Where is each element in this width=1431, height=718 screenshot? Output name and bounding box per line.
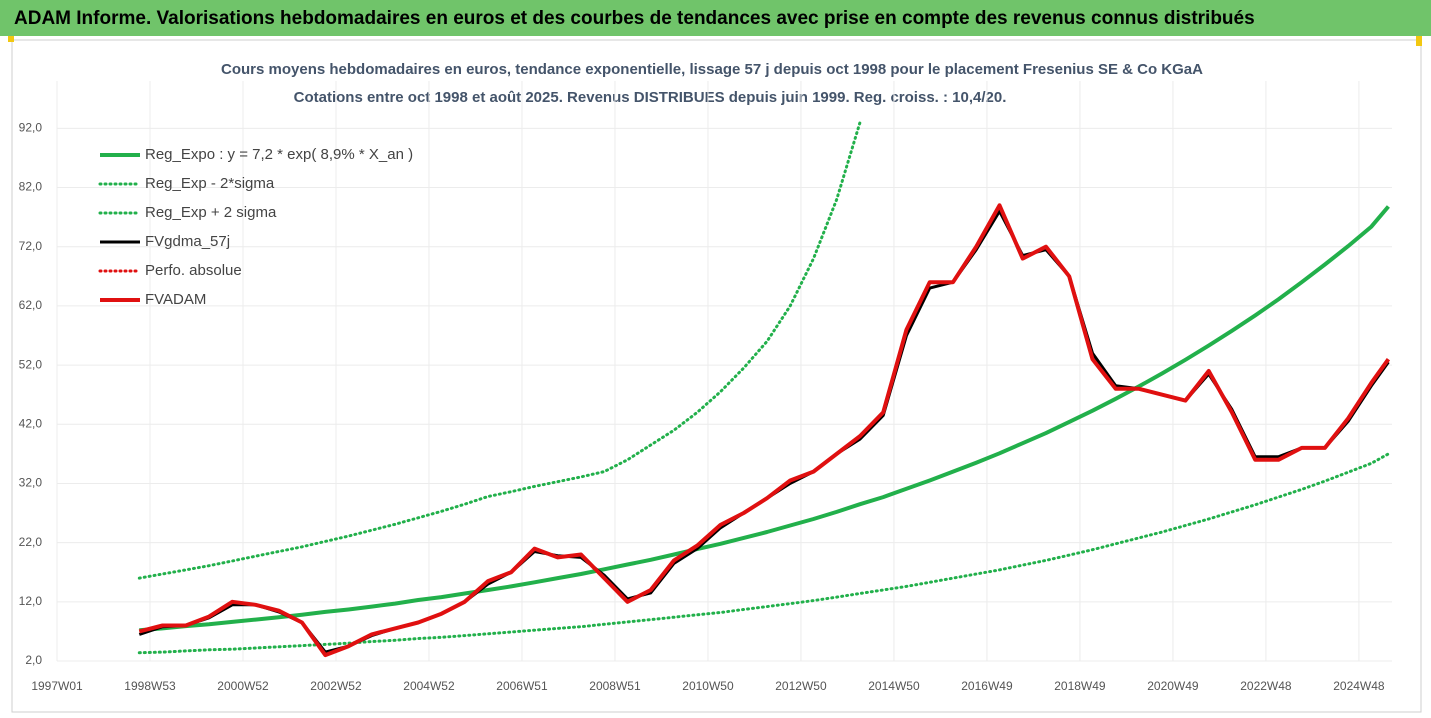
series-line: [137, 120, 862, 580]
y-tick-label: 42,0: [19, 416, 43, 430]
y-tick-label: 62,0: [19, 298, 43, 312]
chart-subtitle: Cotations entre oct 1998 et août 2025. R…: [294, 89, 1007, 106]
corner-mark: [1416, 36, 1422, 46]
plot-area: [137, 120, 1391, 658]
y-tick-label: 72,0: [19, 239, 43, 253]
legend-label: Perfo. absolue: [145, 262, 242, 279]
x-tick-label: 2022W48: [1240, 679, 1292, 693]
y-tick-label: 12,0: [19, 594, 43, 608]
x-tick-label: 2004W52: [403, 679, 455, 693]
y-tick-label: 92,0: [19, 121, 43, 135]
x-tick-label: 2014W50: [868, 679, 920, 693]
y-tick-label: 2,0: [25, 653, 42, 667]
x-tick-label: 2016W49: [961, 679, 1013, 693]
chart-frame: [11, 39, 1422, 713]
legend-label: FVADAM: [145, 291, 206, 308]
x-tick-label: 2018W49: [1054, 679, 1106, 693]
legend-label: Reg_Expo : y = 7,2 * exp( 8,9% * X_an ): [145, 146, 413, 163]
x-tick-label: 1998W53: [124, 679, 176, 693]
legend-label: Reg_Exp - 2*sigma: [145, 175, 275, 192]
x-tick-label: 2012W50: [775, 679, 827, 693]
x-tick-label: 2024W48: [1333, 679, 1385, 693]
header-title: ADAM Informe. Valorisations hebdomadaire…: [14, 8, 1255, 29]
series-line: [137, 452, 1390, 655]
legend-label: Reg_Exp + 2 sigma: [145, 204, 277, 221]
series-line: [139, 205, 1390, 633]
y-tick-label: 52,0: [19, 357, 43, 371]
series-line: [138, 203, 1391, 658]
chart-title: Cours moyens hebdomadaires en euros, ten…: [221, 61, 1203, 78]
header-bar: [0, 0, 1431, 36]
x-tick-label: 1997W01: [31, 679, 83, 693]
y-tick-label: 32,0: [19, 476, 43, 490]
legend-label: FVgdma_57j: [145, 233, 230, 250]
x-tick-label: 2000W52: [217, 679, 269, 693]
x-tick-label: 2010W50: [682, 679, 734, 693]
x-tick-label: 2002W52: [310, 679, 362, 693]
legend: Reg_Expo : y = 7,2 * exp( 8,9% * X_an ) R…: [98, 146, 413, 308]
x-tick-label: 2006W51: [496, 679, 548, 693]
y-tick-label: 22,0: [19, 535, 43, 549]
x-tick-label: 2008W51: [589, 679, 641, 693]
y-tick-label: 82,0: [19, 180, 43, 194]
corner-mark: [8, 36, 14, 42]
x-tick-label: 2020W49: [1147, 679, 1199, 693]
